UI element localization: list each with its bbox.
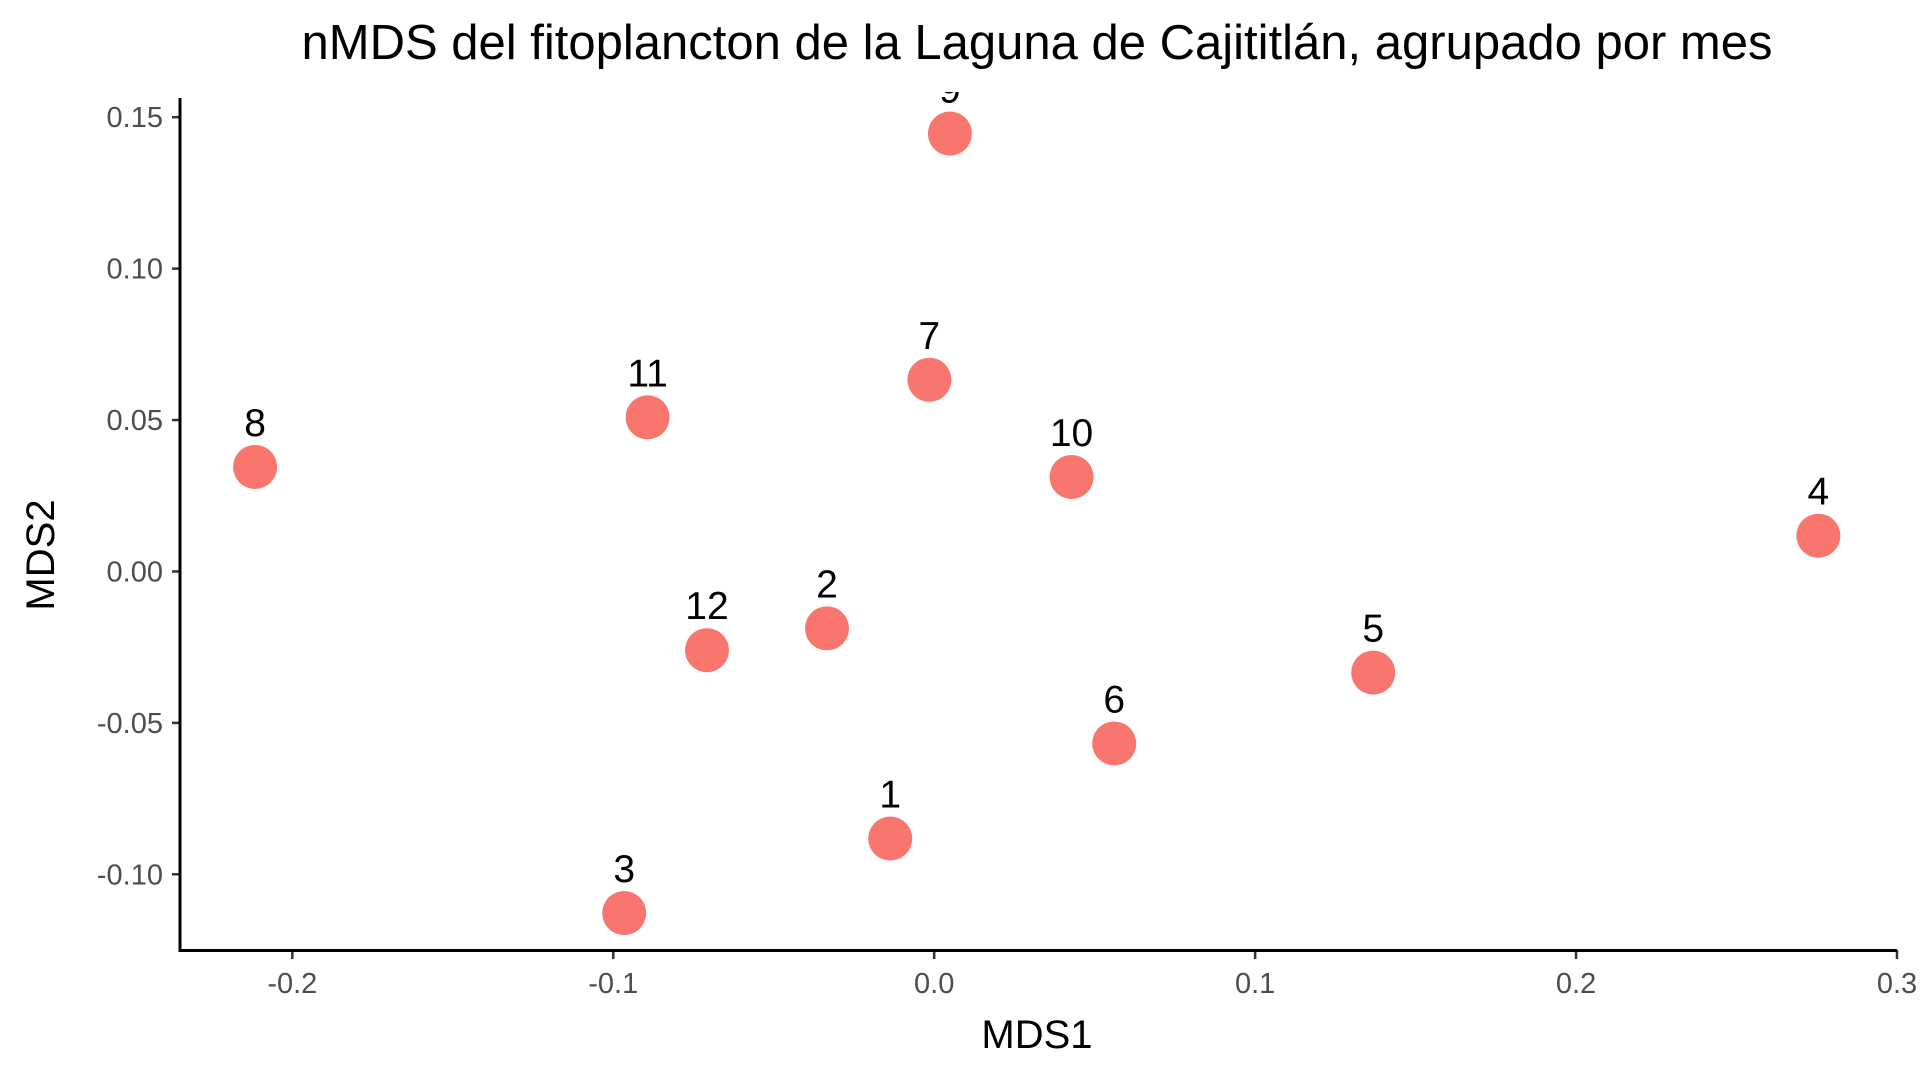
data-point: [1351, 650, 1396, 695]
data-point: [1796, 513, 1841, 558]
y-tick-label: -0.05: [97, 708, 163, 740]
data-point: [805, 606, 850, 651]
point-label: 2: [816, 563, 838, 606]
y-axis-ticks: -0.10 -0.05 0.00 0.05 0.10 0.15: [97, 102, 180, 891]
x-tick-label: 0.3: [1877, 968, 1917, 1000]
y-tick-label: 0.05: [107, 405, 163, 437]
x-tick-label: 0.1: [1235, 968, 1275, 1000]
x-tick-label: -0.2: [267, 968, 317, 1000]
data-point: [233, 444, 278, 489]
data-point: [684, 628, 729, 673]
x-tick-label: -0.1: [588, 968, 638, 1000]
data-point: [907, 357, 952, 402]
point-label: 1: [879, 774, 901, 817]
point-label: 6: [1103, 678, 1125, 721]
point-label: 4: [1808, 471, 1830, 514]
data-point: [868, 816, 913, 861]
point-label: 9: [939, 69, 961, 112]
point-label: 7: [919, 315, 941, 358]
point-label: 12: [685, 585, 728, 628]
data-point: [625, 395, 670, 440]
y-tick-label: 0.10: [107, 254, 163, 286]
y-axis-title: MDS2: [19, 499, 63, 610]
y-tick-label: 0.15: [107, 102, 163, 134]
point-label: 10: [1050, 412, 1093, 455]
data-point: [1049, 454, 1094, 499]
x-tick-label: 0.0: [914, 968, 954, 1000]
y-tick-label: 0.00: [107, 556, 163, 588]
y-tick-label: -0.10: [97, 859, 163, 891]
x-axis-title: MDS1: [981, 1013, 1092, 1057]
chart-title: nMDS del fitoplancton de la Laguna de Ca…: [302, 16, 1773, 70]
data-point: [602, 891, 647, 936]
x-axis-ticks: -0.2 -0.1 0.0 0.1 0.2 0.3: [267, 950, 1917, 1000]
x-tick-label: 0.2: [1556, 968, 1596, 1000]
point-label: 5: [1362, 608, 1384, 651]
data-point: [1092, 721, 1137, 766]
point-label: 8: [244, 402, 266, 445]
point-label: 3: [613, 848, 635, 891]
data-point: [927, 111, 972, 156]
point-label: 11: [627, 352, 668, 395]
